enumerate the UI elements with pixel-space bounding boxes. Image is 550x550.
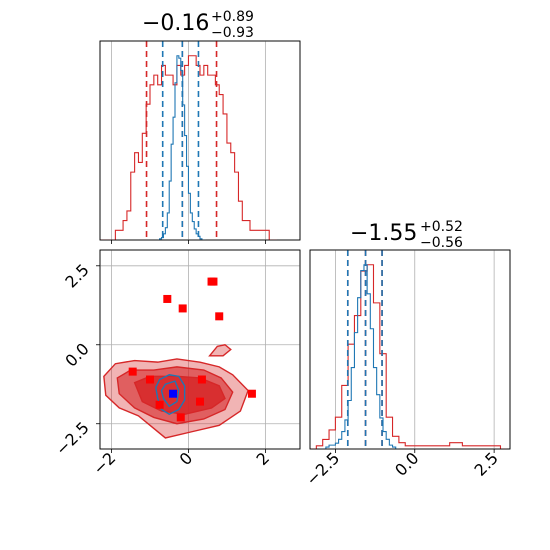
data-point-marker xyxy=(178,304,187,313)
contour-panel-param1-param2: −2 0 2 −2.5 0.0 2.5 xyxy=(52,249,301,479)
panel-frame xyxy=(309,249,511,450)
contour-island xyxy=(208,344,232,357)
contour-level xyxy=(155,374,186,416)
contour-level xyxy=(160,380,180,408)
title-median: −0.16 xyxy=(142,11,209,36)
x-tick-label: 0 xyxy=(176,448,197,469)
histogram-step xyxy=(100,55,277,240)
histogram-panel-param2: −2.5 0.0 2.5 xyxy=(302,249,511,489)
data-point-marker xyxy=(146,375,154,384)
title-lower-error: −0.93 xyxy=(211,25,254,41)
y-tick-label: 2.5 xyxy=(61,260,92,291)
data-point-marker xyxy=(176,413,185,422)
title-median: −1.55 xyxy=(350,221,417,246)
x-tick-label: 0.0 xyxy=(391,448,422,479)
panel-border xyxy=(309,249,511,450)
y-tick-label: 0.0 xyxy=(61,339,92,370)
data-point-marker xyxy=(197,375,206,384)
panel-border xyxy=(99,40,301,241)
data-point-marker xyxy=(196,397,204,406)
data-point-marker xyxy=(128,367,137,376)
x-tick-label: −2.5 xyxy=(302,448,343,489)
data-point-marker xyxy=(155,400,164,409)
x-tick-label: 2 xyxy=(253,448,274,469)
x-tick-label: −2 xyxy=(89,448,119,478)
histogram-step xyxy=(319,264,399,449)
data-point-marker xyxy=(247,389,256,398)
data-point-marker xyxy=(163,294,172,303)
data-point-marker xyxy=(209,277,218,286)
histogram-panel-param1 xyxy=(99,40,301,244)
y-tick-label: −2.5 xyxy=(52,418,93,459)
title-param1: −0.16 +0.89 −0.93 xyxy=(142,9,254,41)
x-tick-label: 2.5 xyxy=(471,448,502,479)
data-point-marker xyxy=(169,389,178,398)
title-param2: −1.55 +0.52 −0.56 xyxy=(350,219,463,251)
title-upper-error: +0.52 xyxy=(420,219,463,235)
histogram-step xyxy=(310,264,507,449)
data-point-marker xyxy=(215,312,224,321)
title-lower-error: −0.56 xyxy=(420,235,463,251)
panel-border xyxy=(99,249,301,450)
title-upper-error: +0.89 xyxy=(211,9,254,25)
